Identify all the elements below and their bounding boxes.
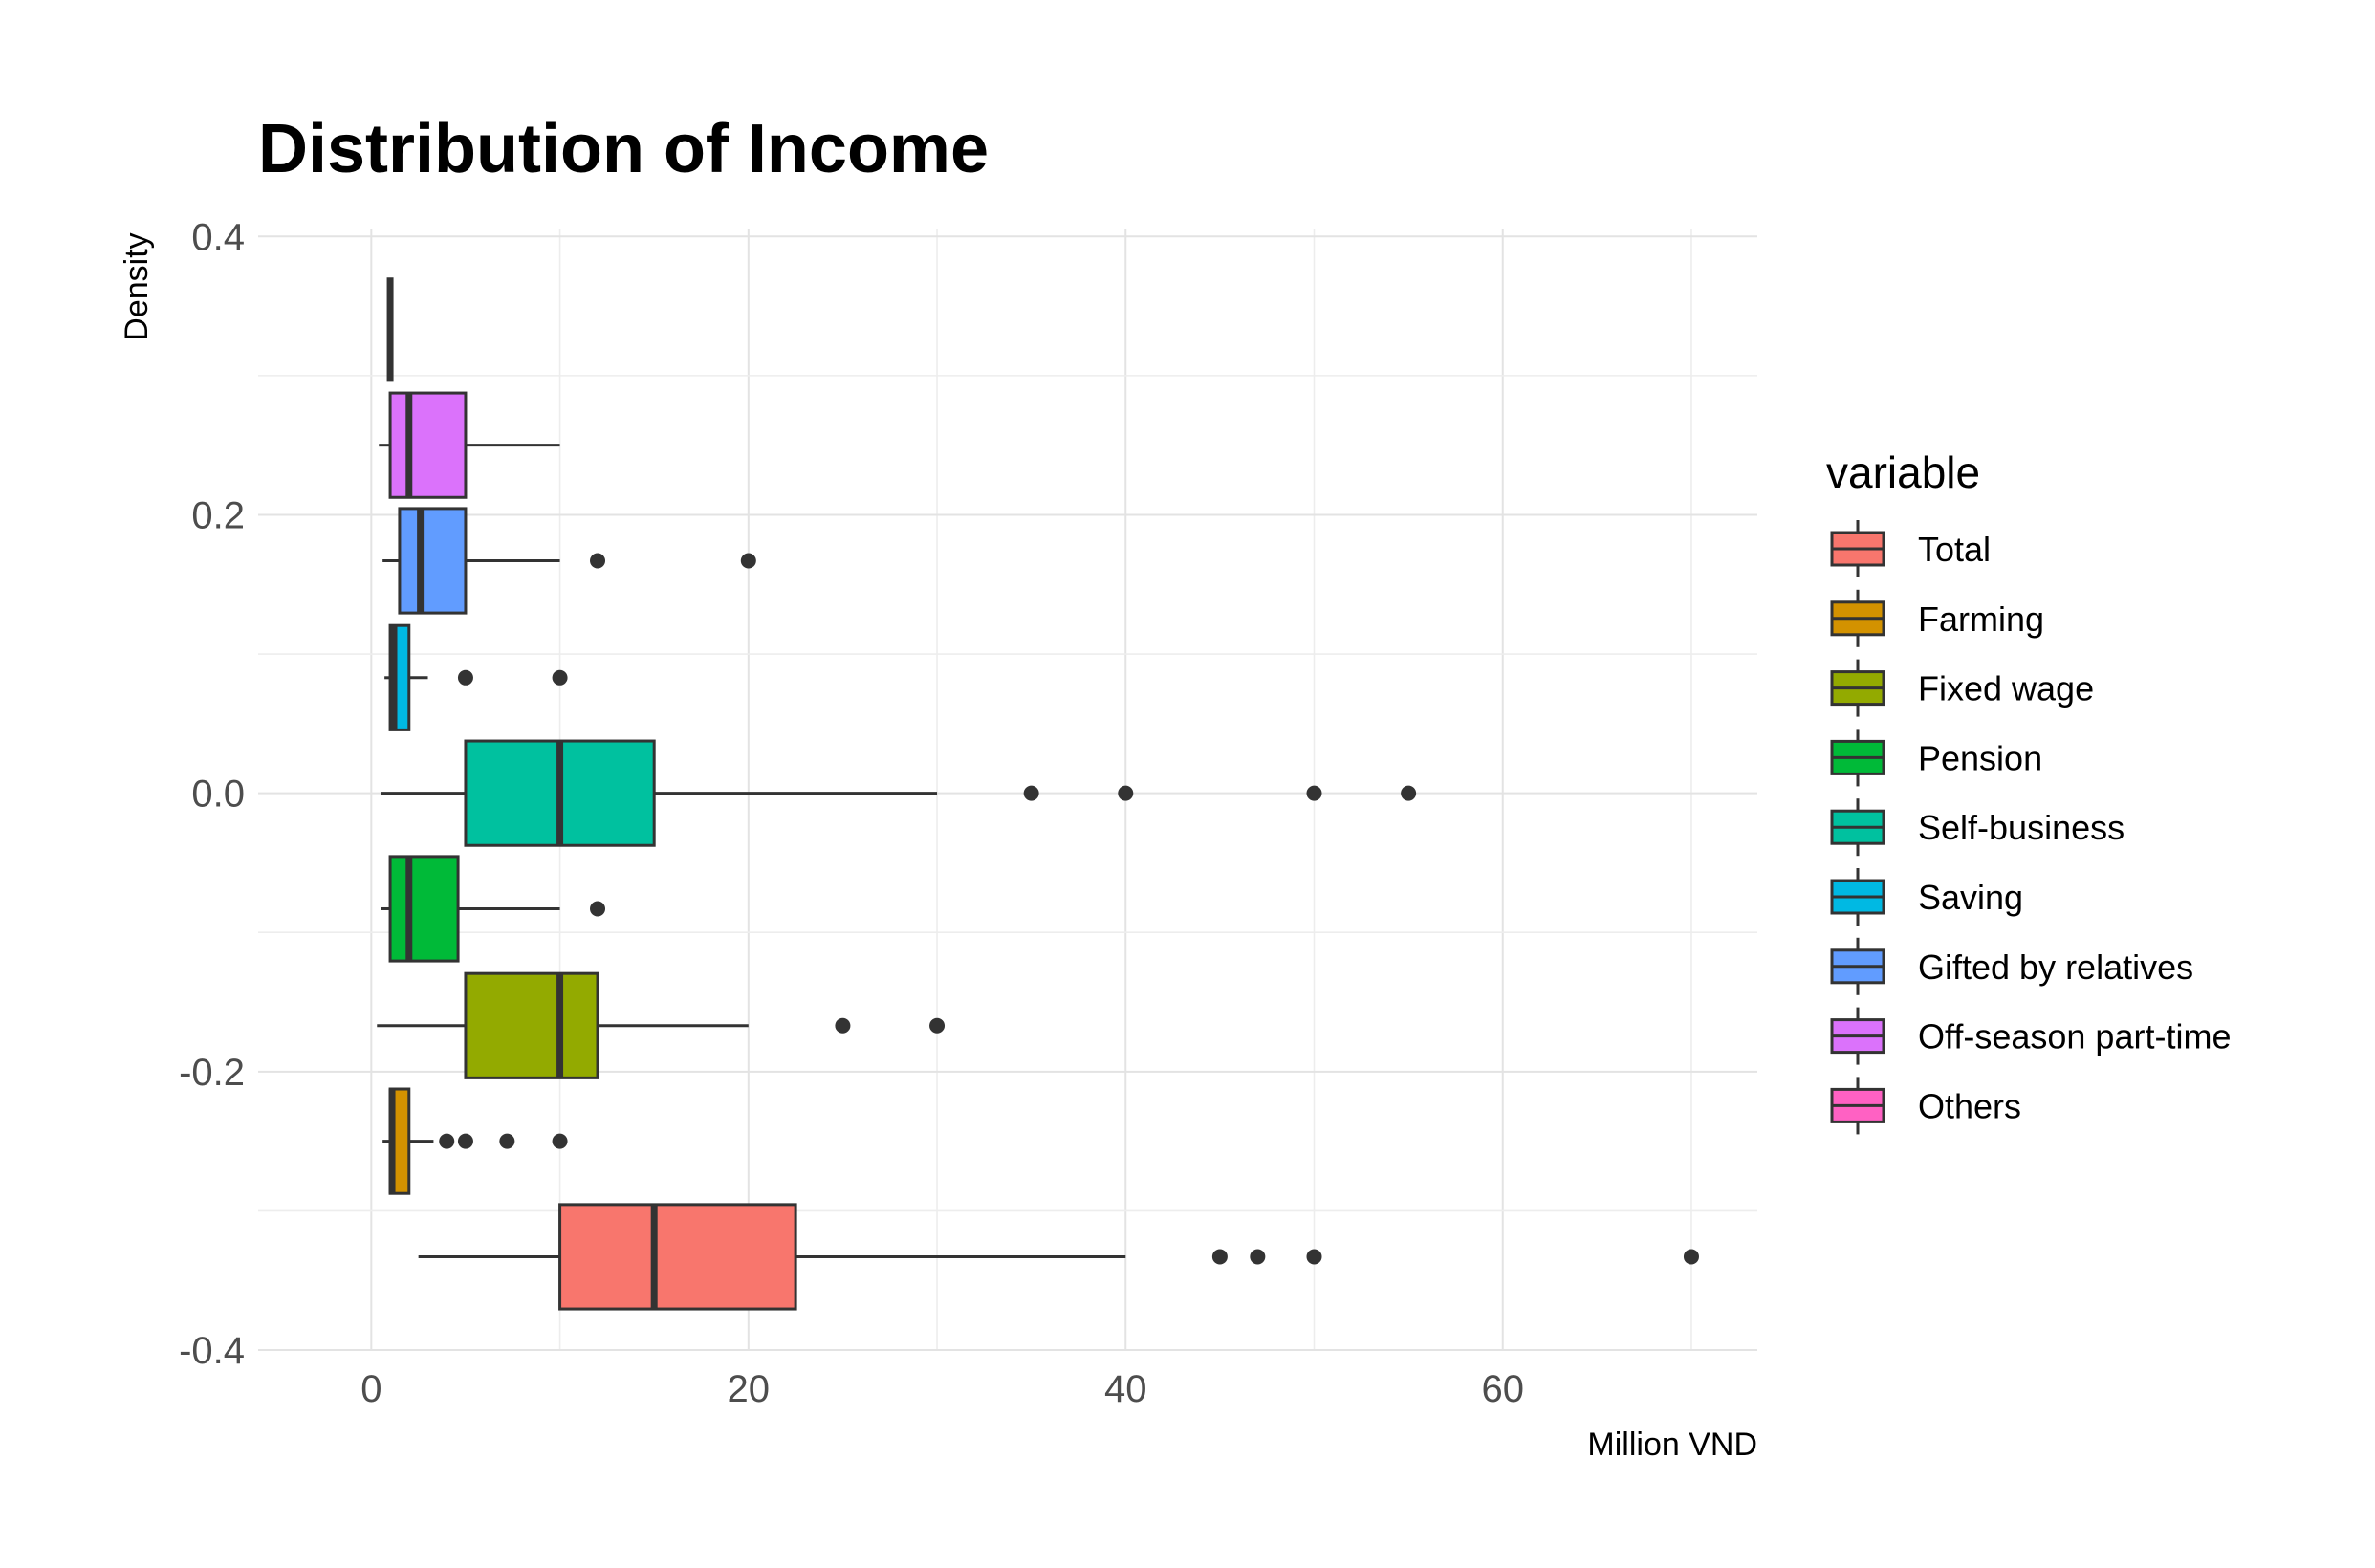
outlier-point [590, 901, 606, 917]
outlier-point [499, 1133, 515, 1149]
box-group-total [418, 1203, 1699, 1311]
legend-item: Pension [1830, 729, 2042, 787]
legend-label: Pension [1918, 738, 2042, 777]
legend-item: Fixed wage [1830, 659, 2094, 717]
outlier-point [590, 553, 606, 569]
outlier-point [740, 553, 756, 569]
chart-title: Distribution of Income [258, 111, 989, 187]
legend-item: Farming [1830, 589, 2044, 647]
legend-label: Total [1918, 530, 1991, 569]
y-axis-title: Density [119, 232, 155, 340]
outlier-point [1118, 785, 1134, 801]
x-tick-label: 20 [728, 1368, 771, 1410]
outlier-point [1683, 1249, 1699, 1265]
y-tick-label: 0.2 [191, 494, 245, 536]
y-tick-label: 0.0 [191, 773, 245, 816]
outlier-point [835, 1017, 851, 1034]
box-group-fixed-wage [377, 971, 946, 1079]
box [558, 1203, 797, 1311]
outlier-point [1306, 785, 1322, 801]
outlier-point [1401, 785, 1417, 801]
legend-label: Others [1918, 1086, 2021, 1125]
legend-item: Gifted by relatives [1830, 937, 2193, 995]
legend-label: Gifted by relatives [1918, 947, 2193, 987]
x-tick-label: 60 [1481, 1368, 1524, 1410]
legend-item: Off-season part-time [1830, 1007, 2231, 1065]
outlier-point [929, 1017, 946, 1034]
outlier-point [457, 669, 473, 686]
outlier-point [552, 1133, 568, 1149]
y-tick-label: -0.4 [179, 1330, 245, 1372]
legend: Total Farming Fixed wage Pension Self-busine… [1830, 520, 2231, 1135]
x-tick-label: 0 [360, 1368, 381, 1410]
box-group-self-business [381, 739, 1417, 847]
box [398, 507, 468, 615]
legend-label: Fixed wage [1918, 669, 2094, 708]
x-axis-title: Million VND [1587, 1426, 1757, 1463]
outlier-point [1250, 1249, 1266, 1265]
box [464, 971, 599, 1079]
legend-label: Saving [1918, 878, 2023, 917]
box-group-pension [381, 855, 606, 963]
legend-item: Others [1830, 1077, 2021, 1135]
outlier-point [1211, 1249, 1228, 1265]
outlier-point [1306, 1249, 1322, 1265]
y-tick-label: -0.2 [179, 1052, 245, 1094]
plot-area [377, 277, 1699, 1311]
box-group-off-season-part-time [379, 391, 560, 499]
box-group-farming [382, 1087, 568, 1195]
box-group-gifted-by-relatives [382, 507, 756, 615]
box [388, 391, 468, 499]
legend-label: Self-business [1918, 808, 2124, 847]
legend-title: variable [1826, 447, 1980, 497]
box [388, 855, 460, 963]
legend-label: Off-season part-time [1918, 1017, 2231, 1056]
grid-lines [258, 229, 1757, 1351]
y-tick-label: 0.4 [191, 216, 245, 258]
legend-item: Saving [1830, 868, 2023, 926]
x-tick-label: 40 [1104, 1368, 1147, 1410]
legend-label: Farming [1918, 599, 2044, 639]
outlier-point [1023, 785, 1039, 801]
y-axis-ticks: 0.4 0.2 0.0 -0.2 -0.4 [179, 216, 245, 1372]
outlier-point [439, 1133, 455, 1149]
box-group-saving [384, 623, 568, 731]
outlier-point [552, 669, 568, 686]
outlier-point [457, 1133, 473, 1149]
legend-item: Total [1830, 520, 1991, 577]
legend-item: Self-business [1830, 798, 2124, 857]
x-axis-ticks: 0 20 40 60 [360, 1368, 1524, 1410]
